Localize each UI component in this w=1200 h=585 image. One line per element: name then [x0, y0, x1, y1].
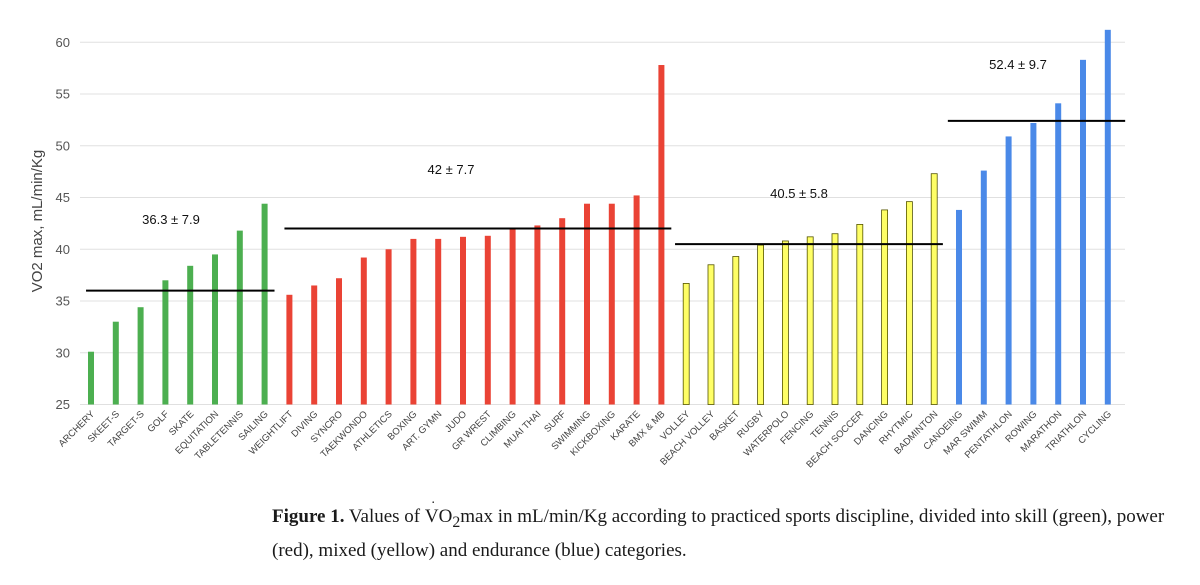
bar-waterpolo	[782, 240, 789, 405]
x-tick-label: WEIGHTLIFT	[247, 409, 296, 458]
y-axis-ticks: 25 30 35 40 45 50 55 60	[56, 35, 70, 412]
bar-basket	[732, 256, 740, 405]
bar-dancing	[881, 209, 888, 405]
bar-judo	[460, 236, 466, 405]
bars	[88, 29, 1111, 405]
vo2-v: V	[424, 506, 439, 527]
bar-mar-swimm	[980, 170, 987, 405]
mean-annotation-endurance: 52.4 ± 9.7	[989, 57, 1047, 72]
x-axis-ticks: ARCHERYSKEET-STARGET-SGOLFSKATEEQUITATIO…	[57, 408, 1114, 470]
bar-swimming	[584, 203, 590, 405]
mean-lines	[86, 119, 1126, 292]
y-tick-label: 25	[56, 397, 70, 412]
bar-canoeing	[956, 209, 962, 405]
bar-kickboxing	[608, 203, 615, 405]
bar-fencing	[806, 236, 814, 405]
bar-beach-volley	[707, 264, 715, 405]
bar-skeet-s	[112, 321, 119, 405]
mean-annotation-mixed: 40.5 ± 5.8	[770, 186, 828, 201]
bar-karate	[633, 195, 640, 405]
figure-label: Figure 1.	[272, 506, 345, 527]
bar-taekwondo	[360, 257, 367, 405]
bar-triathlon	[1080, 59, 1086, 405]
mean-annotation-power: 42 ± 7.7	[428, 162, 475, 177]
bar-syncro	[336, 278, 342, 405]
bar-surf	[559, 218, 566, 405]
bar-boxing	[410, 238, 417, 405]
vo2-v-dot: V ·	[424, 496, 439, 531]
v-dot-mark: ·	[430, 496, 436, 511]
y-tick-label: 50	[56, 138, 70, 153]
vo2-subscript: 2	[452, 513, 461, 531]
bar-skate	[187, 265, 194, 405]
bar-golf	[162, 280, 169, 405]
bar-weightlift	[286, 294, 293, 405]
bar-art-gymn	[435, 238, 442, 405]
bar-cycling	[1104, 29, 1111, 405]
y-tick-label: 35	[56, 294, 70, 309]
caption-prefix: Values of	[348, 506, 425, 527]
y-tick-label: 40	[56, 242, 70, 257]
bar-equitation	[212, 254, 218, 405]
bar-rugby	[757, 244, 764, 405]
y-axis-label: VO2 max, mL/min/Kg	[29, 150, 46, 293]
caption-text: in mL/min/Kg according to practiced spor…	[272, 506, 1165, 561]
grid-lines	[80, 41, 1125, 405]
bar-gr-wrest	[484, 235, 491, 405]
vo2max-bar-chart: 25 30 35 40 45 50 55 60 VO2 max, mL/min/Kg ARCH…	[29, 29, 1126, 470]
bar-muai-thai	[534, 225, 541, 405]
y-tick-label: 45	[56, 190, 70, 205]
bar-diving	[311, 285, 318, 405]
bar-badminton	[930, 173, 938, 405]
bar-target-s	[137, 307, 144, 405]
bar-marathon	[1055, 103, 1062, 405]
mean-annotations: 36.3 ± 7.9 42 ± 7.7 40.5 ± 5.8 52.4 ± 9.7	[142, 57, 1047, 227]
mean-annotation-skill: 36.3 ± 7.9	[142, 212, 200, 227]
vo2-o: O	[438, 506, 453, 527]
bar-rowing	[1030, 122, 1037, 405]
y-tick-label: 55	[56, 87, 70, 102]
bar-rhytmic	[906, 201, 913, 405]
bar-athletics	[385, 249, 392, 405]
y-tick-label: 60	[56, 35, 70, 50]
bar-bmx-mb	[658, 65, 665, 405]
vo2-max: max	[460, 506, 493, 527]
bar-beach-soccer	[856, 224, 864, 405]
bar-tennis	[831, 233, 839, 405]
y-tick-label: 30	[56, 345, 70, 360]
figure-caption: Figure 1. Values of V · O2max in mL/min/Kg…	[272, 496, 1187, 565]
bar-climbing	[509, 228, 516, 405]
bar-pentathlon	[1005, 136, 1012, 405]
bar-volley	[682, 283, 690, 405]
bar-tabletennis	[236, 230, 243, 405]
bar-sailing	[261, 203, 268, 405]
bar-archery	[88, 351, 94, 405]
